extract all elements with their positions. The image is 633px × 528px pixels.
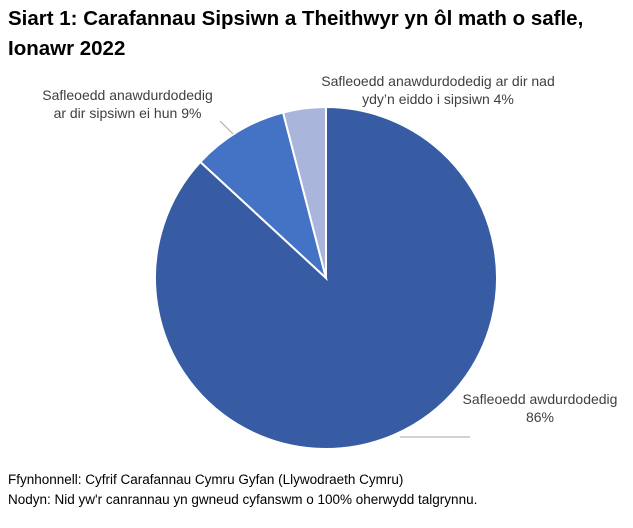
category-label: Safleoedd anawdurdodedig ar dir sipsiwn …: [42, 87, 213, 121]
pie-slice: [281, 105, 327, 279]
category-label: Safleoedd awdurdodedig: [462, 391, 618, 407]
data-label: Safleoedd awdurdodedig 86%: [460, 390, 620, 426]
pie-slice: [198, 111, 328, 282]
value-label: 4%: [493, 91, 514, 107]
category-label: Safleoedd anawdurdodedig ar dir nad ydy’…: [321, 73, 555, 107]
value-label: 86%: [525, 409, 555, 425]
chart-title: Siart 1: Carafannau Sipsiwn a Theithwyr …: [8, 7, 584, 60]
data-label: Safleoedd anawdurdodedig ar dir sipsiwn …: [40, 86, 215, 122]
leader-line: [219, 120, 234, 135]
source-note: Ffynhonnell: Cyfrif Carafannau Cymru Gyf…: [8, 472, 404, 487]
value-label: 9%: [181, 105, 202, 121]
data-label: Safleoedd anawdurdodedig ar dir nad ydy’…: [318, 72, 558, 108]
footnote: Nodyn: Nid yw'r canrannau yn gwneud cyfa…: [8, 492, 478, 507]
